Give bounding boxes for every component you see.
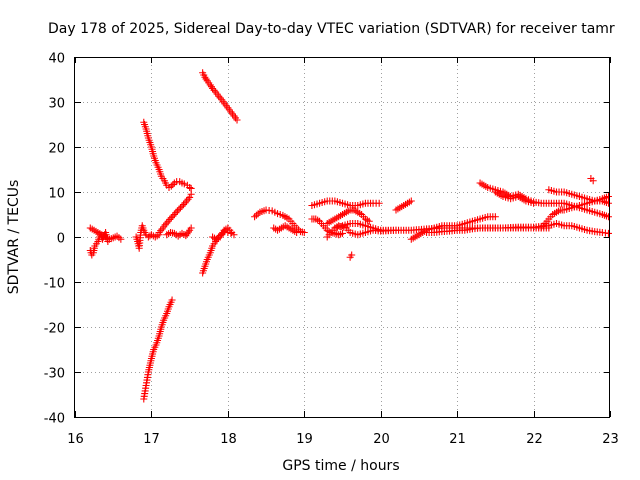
data-series <box>308 215 346 239</box>
data-point <box>104 238 112 245</box>
data-point <box>183 197 191 205</box>
data-point <box>170 211 178 218</box>
data-point <box>181 199 189 207</box>
data-point <box>166 215 174 223</box>
data-series <box>308 197 383 209</box>
data-point <box>184 195 192 203</box>
data-point <box>180 180 188 188</box>
data-point <box>163 219 171 227</box>
data-series <box>209 224 236 243</box>
x-tick-label: 17 <box>143 432 160 447</box>
data-series <box>155 190 195 236</box>
data-points <box>86 69 612 403</box>
data-series <box>392 197 415 214</box>
data-point <box>169 212 177 220</box>
x-tick-label: 20 <box>373 432 390 447</box>
data-point <box>216 94 224 102</box>
data-point <box>168 296 176 304</box>
tick-labels: 16 17 18 19 20 21 22 23 -40 -30 -20 -10 0 10 20 30 40 <box>44 52 619 448</box>
data-series <box>270 222 301 236</box>
y-tick-label: 40 <box>48 52 65 67</box>
data-point <box>164 217 172 225</box>
data-point <box>173 207 181 215</box>
data-point <box>293 229 301 236</box>
y-tick-label: 0 <box>57 232 65 247</box>
data-point <box>187 190 195 198</box>
plot-frame <box>74 57 610 418</box>
data-series <box>323 206 373 227</box>
data-point <box>604 229 612 237</box>
x-tick-label: 23 <box>602 432 619 447</box>
data-point <box>375 199 383 207</box>
x-tick-label: 19 <box>296 432 313 447</box>
data-point <box>117 235 125 243</box>
data-point <box>348 251 356 259</box>
data-series <box>491 188 538 207</box>
data-point <box>604 199 612 207</box>
data-series <box>587 175 597 185</box>
data-point <box>604 193 612 200</box>
y-tick-label: -40 <box>44 412 65 427</box>
data-point <box>186 184 194 191</box>
x-tick-label: 22 <box>526 432 543 447</box>
data-point <box>365 217 373 225</box>
data-series <box>132 222 163 252</box>
data-point <box>172 209 180 217</box>
data-point <box>157 227 165 235</box>
y-tick-label: 30 <box>48 97 65 112</box>
data-series <box>86 229 112 259</box>
data-point <box>300 229 308 236</box>
data-point <box>604 213 612 221</box>
data-point <box>187 224 195 232</box>
x-tick-label: 18 <box>220 432 237 447</box>
data-series <box>163 224 195 240</box>
data-point <box>167 214 175 222</box>
data-point <box>530 199 538 207</box>
data-point <box>176 204 184 212</box>
data-point <box>228 229 236 236</box>
data-series <box>199 69 241 124</box>
data-point <box>407 197 415 205</box>
y-tick-label: -30 <box>44 367 65 382</box>
data-point <box>187 184 195 192</box>
x-tick-label: 16 <box>67 432 84 447</box>
data-point <box>254 210 262 218</box>
chart-title: Day 178 of 2025, Sidereal Day-to-day VTE… <box>48 21 615 37</box>
data-point <box>339 229 346 237</box>
data-point <box>178 202 186 210</box>
y-axis-label: SDTVAR / TECUs <box>6 180 22 295</box>
data-point <box>233 116 241 124</box>
data-series <box>140 296 176 403</box>
data-point <box>491 213 499 221</box>
y-tick-label: 20 <box>48 142 65 157</box>
y-tick-label: 10 <box>48 187 65 202</box>
data-point <box>167 182 175 190</box>
data-point <box>227 229 235 237</box>
data-series <box>346 251 356 261</box>
data-series <box>251 206 308 236</box>
y-tick-label: -10 <box>44 277 65 292</box>
data-point <box>180 201 188 209</box>
data-point <box>175 205 183 213</box>
data-series <box>140 118 195 192</box>
data-point <box>169 181 177 189</box>
y-tick-label: -20 <box>44 322 65 337</box>
data-point <box>589 177 597 185</box>
data-series <box>423 220 612 237</box>
x-tick-label: 21 <box>449 432 466 447</box>
data-series <box>537 197 612 232</box>
x-axis-label: GPS time / hours <box>282 458 399 474</box>
data-point <box>186 193 194 201</box>
